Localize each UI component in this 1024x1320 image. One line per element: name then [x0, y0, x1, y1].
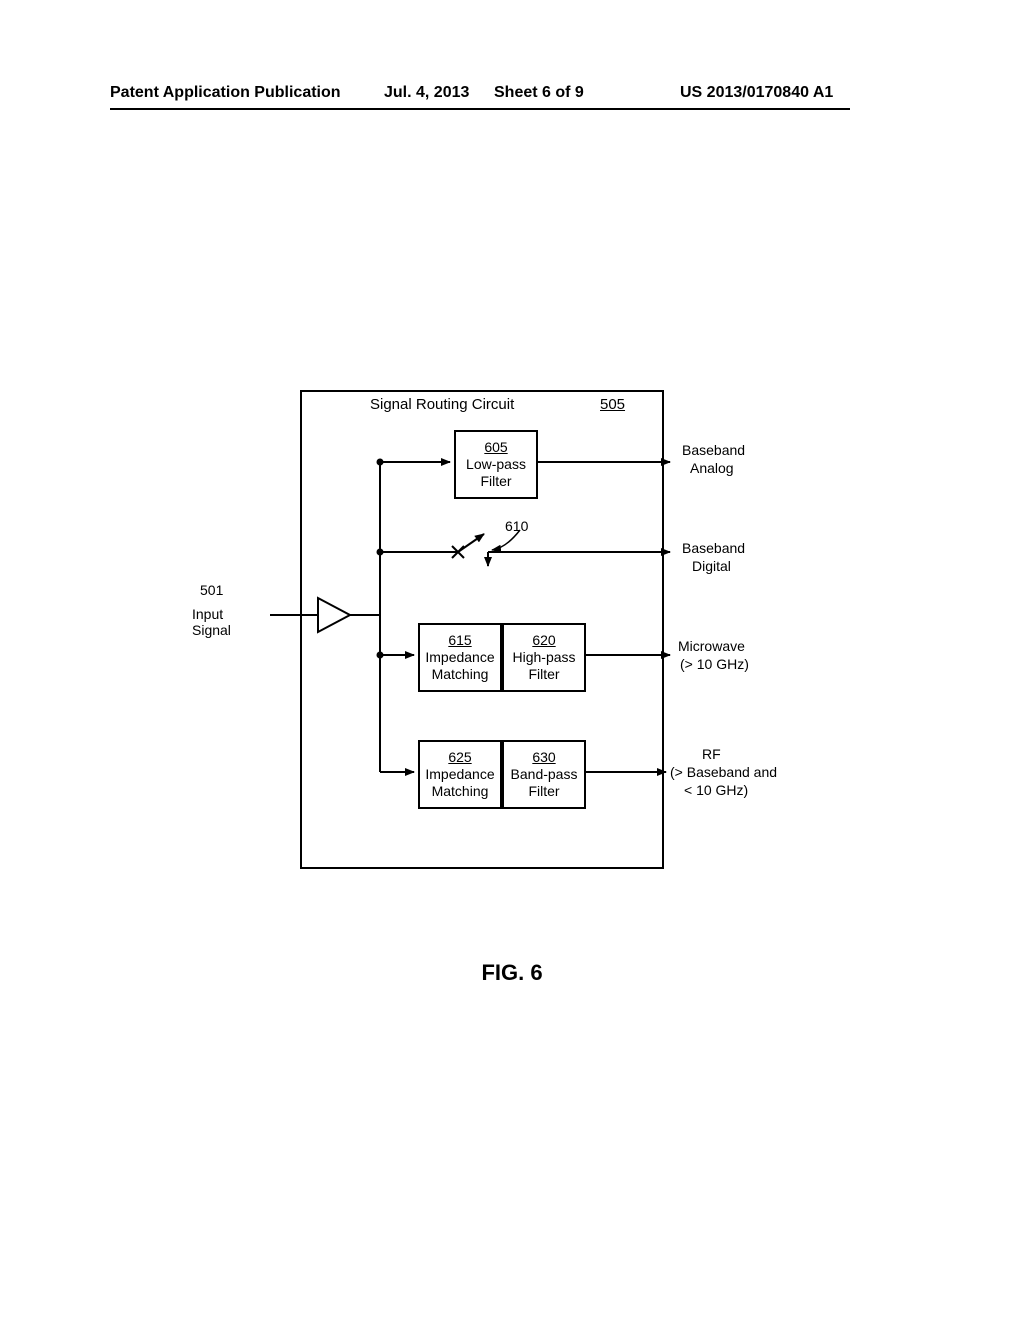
block-630-num: 630 [532, 749, 555, 766]
page: Patent Application Publication Jul. 4, 2… [0, 0, 1024, 1320]
block-615-num: 615 [448, 632, 471, 649]
out-baseband-analog-a: Baseband [682, 442, 745, 460]
header-sheet: Sheet 6 of 9 [494, 84, 584, 102]
out-baseband-digital-a: Baseband [682, 540, 745, 558]
box-title-ref: 505 [600, 396, 625, 415]
block-605-l2: Filter [480, 473, 511, 490]
header-left: Patent Application Publication [110, 84, 341, 102]
out-rf-b: (> Baseband and [670, 764, 777, 782]
block-620-l2: Filter [528, 666, 559, 683]
ref-501: 501 [200, 582, 223, 600]
input-label-b: Signal [192, 622, 231, 640]
block-605-l1: Low-pass [466, 456, 526, 473]
out-microwave-b: (> 10 GHz) [680, 656, 749, 674]
block-630-l1: Band-pass [511, 766, 578, 783]
header-rule [110, 108, 850, 110]
block-630: 630 Band-pass Filter [502, 740, 586, 809]
input-label-a: Input [192, 606, 223, 624]
out-rf-a: RF [702, 746, 721, 764]
block-620: 620 High-pass Filter [502, 623, 586, 692]
out-rf-c: < 10 GHz) [684, 782, 748, 800]
block-625-num: 625 [448, 749, 471, 766]
ref-610: 610 [505, 518, 528, 536]
figure-label: FIG. 6 [0, 960, 1024, 986]
block-615: 615 Impedance Matching [418, 623, 502, 692]
block-605-num: 605 [484, 439, 507, 456]
block-620-l1: High-pass [512, 649, 575, 666]
block-605: 605 Low-pass Filter [454, 430, 538, 499]
block-620-num: 620 [532, 632, 555, 649]
block-615-l1: Impedance [425, 649, 494, 666]
block-625: 625 Impedance Matching [418, 740, 502, 809]
block-625-l2: Matching [432, 783, 489, 800]
diagram: Signal Routing Circuit 505 605 Low-pass … [270, 390, 820, 890]
out-baseband-digital-b: Digital [692, 558, 731, 576]
block-630-l2: Filter [528, 783, 559, 800]
box-title: Signal Routing Circuit [370, 396, 514, 415]
ref-501-text: 501 [200, 582, 223, 598]
out-baseband-analog-b: Analog [690, 460, 734, 478]
out-microwave-a: Microwave [678, 638, 745, 656]
block-615-l2: Matching [432, 666, 489, 683]
block-625-l1: Impedance [425, 766, 494, 783]
header-pubnum: US 2013/0170840 A1 [680, 84, 833, 102]
header-date: Jul. 4, 2013 [384, 84, 469, 102]
